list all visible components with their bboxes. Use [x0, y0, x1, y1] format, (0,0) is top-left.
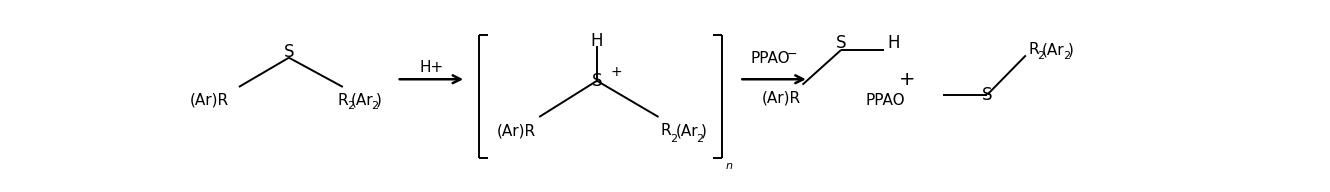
Text: H+: H+	[419, 60, 443, 75]
Text: R: R	[1028, 42, 1039, 57]
Text: −: −	[787, 48, 798, 61]
Text: n: n	[726, 161, 733, 171]
Text: (Ar: (Ar	[351, 93, 374, 108]
Text: S: S	[982, 86, 992, 104]
Text: (Ar)R: (Ar)R	[496, 123, 536, 138]
Text: 2: 2	[1063, 51, 1069, 61]
Text: 2: 2	[697, 134, 704, 144]
Text: PPAO: PPAO	[866, 93, 904, 108]
Text: 2: 2	[1037, 51, 1044, 61]
Text: R: R	[338, 93, 348, 108]
Text: R: R	[661, 123, 672, 138]
Text: 2: 2	[347, 101, 354, 111]
Text: (Ar)R: (Ar)R	[762, 90, 801, 105]
Text: ): )	[701, 123, 706, 138]
Text: +: +	[899, 70, 915, 89]
Text: S: S	[592, 72, 602, 90]
Text: (Ar: (Ar	[676, 123, 698, 138]
Text: PPAO: PPAO	[751, 51, 790, 66]
Text: ): )	[1068, 42, 1073, 57]
Text: (Ar: (Ar	[1041, 42, 1064, 57]
Text: S: S	[835, 34, 846, 52]
Text: +: +	[610, 65, 621, 79]
Text: (Ar)R: (Ar)R	[190, 93, 229, 108]
Text: ): )	[376, 93, 382, 108]
Text: H: H	[887, 34, 899, 52]
Text: H: H	[591, 32, 604, 50]
Text: S: S	[283, 43, 294, 61]
Text: 2: 2	[371, 101, 379, 111]
Text: 2: 2	[670, 134, 677, 144]
